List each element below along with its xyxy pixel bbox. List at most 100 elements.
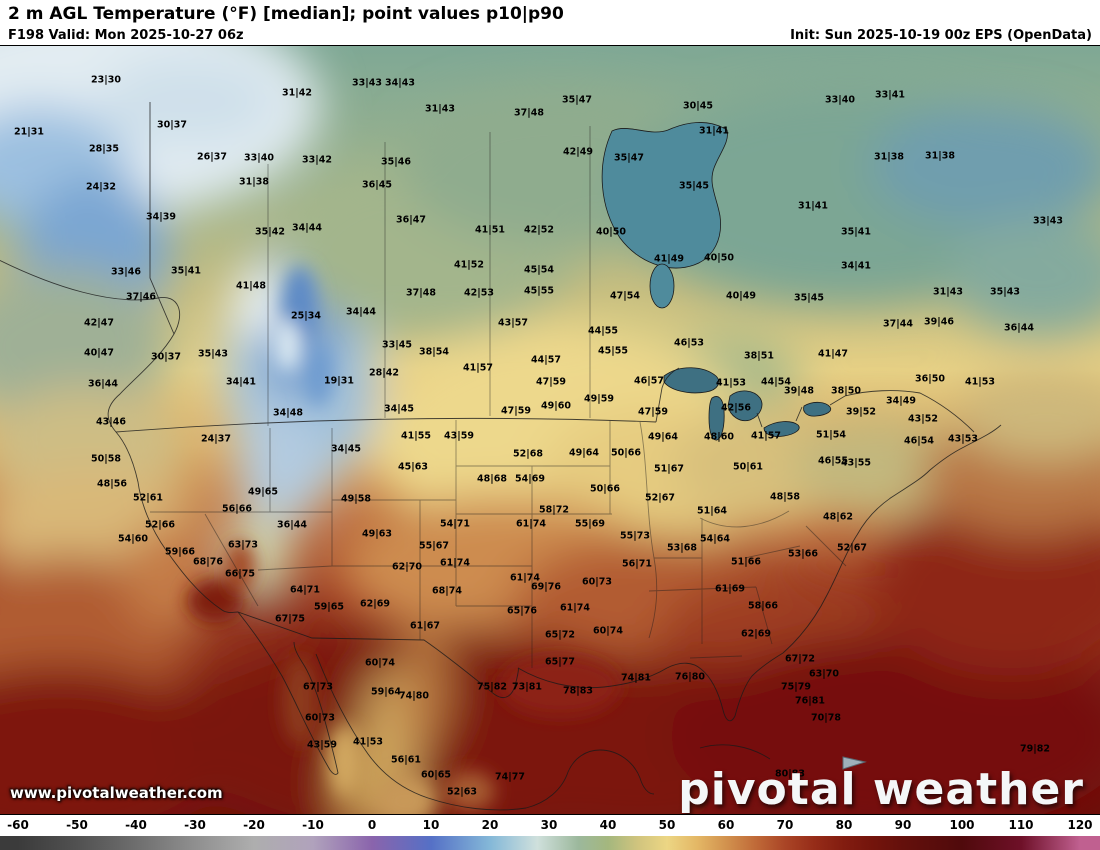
colorbar-tick-label: 30 — [540, 818, 558, 832]
point-value-label: 30|37 — [151, 351, 181, 363]
colorbar-tick-label: 60 — [717, 818, 735, 832]
point-value-label: 43|52 — [908, 413, 938, 425]
point-value-label: 69|76 — [531, 581, 561, 593]
point-value-label: 34|45 — [384, 403, 414, 415]
watermark-url: www.pivotalweather.com — [10, 784, 223, 802]
point-value-label: 28|35 — [89, 143, 119, 155]
point-value-label: 38|50 — [831, 385, 861, 397]
point-value-label: 35|43 — [990, 286, 1020, 298]
point-value-label: 78|83 — [563, 685, 593, 697]
point-value-label: 44|55 — [588, 325, 618, 337]
point-value-label: 41|57 — [463, 362, 493, 374]
point-value-label: 19|31 — [324, 375, 354, 387]
point-value-label: 60|73 — [305, 712, 335, 724]
valid-time-label: F198 Valid: Mon 2025-10-27 06z — [8, 28, 244, 43]
logo-text: pivotal weather — [678, 763, 1084, 815]
point-value-label: 61|74 — [510, 572, 540, 584]
point-value-label: 41|53 — [965, 376, 995, 388]
point-value-label: 49|64 — [648, 431, 678, 443]
colorbar-gradient — [0, 836, 1100, 850]
point-value-label: 41|47 — [818, 348, 848, 360]
water-bodies — [601, 122, 832, 441]
colorbar: -60 -50 -40 -30 -20 -10 0 10 20 30 40 50 60 70 80 90 100… — [0, 815, 1100, 850]
point-value-label: 36|47 — [396, 214, 426, 226]
colorbar-tick-label: 80 — [835, 818, 853, 832]
point-value-label: 42|49 — [563, 146, 593, 158]
point-value-label: 40|47 — [84, 347, 114, 359]
point-value-label: 50|66 — [590, 483, 620, 495]
point-value-label: 53|66 — [788, 548, 818, 560]
point-value-label: 41|55 — [401, 430, 431, 442]
point-value-label: 34|44 — [346, 306, 376, 318]
point-value-label: 65|76 — [507, 605, 537, 617]
gulf-coastline — [517, 652, 784, 722]
point-value-label: 34|41 — [226, 376, 256, 388]
point-value-label: 33|40 — [825, 94, 855, 106]
point-value-label: 43|46 — [96, 416, 126, 428]
point-value-label: 41|49 — [654, 253, 684, 265]
point-value-label: 39|48 — [784, 385, 814, 397]
point-value-label: 79|82 — [1020, 743, 1050, 755]
point-value-label: 80|83 — [775, 768, 805, 780]
point-value-label: 52|63 — [447, 786, 477, 798]
point-value-label: 35|45 — [679, 180, 709, 192]
point-value-label: 34|41 — [841, 260, 871, 272]
point-value-label: 36|44 — [277, 519, 307, 531]
point-value-label: 50|58 — [91, 453, 121, 465]
point-value-label: 33|46 — [111, 266, 141, 278]
temperature-map: 23|30 31|42 33|43 34|43 31|43 37|48 35|47 30|45… — [0, 45, 1100, 815]
point-value-label: 33|43 — [352, 77, 382, 89]
colorbar-tick-label: -20 — [243, 818, 265, 832]
point-value-label: 42|56 — [721, 402, 751, 414]
point-value-label: 76|81 — [795, 695, 825, 707]
pivotal-weather-logo: pivotal weather — [678, 755, 1084, 815]
yucatan-coastline — [525, 749, 655, 809]
point-value-label: 54|64 — [700, 533, 730, 545]
flag-icon — [842, 755, 868, 770]
point-value-label: 45|63 — [398, 461, 428, 473]
colorbar-tick-label: 40 — [599, 818, 617, 832]
colorbar-tick-label: 20 — [481, 818, 499, 832]
point-value-label: 50|66 — [611, 447, 641, 459]
point-value-label: 59|65 — [314, 601, 344, 613]
point-value-label: 61|67 — [410, 620, 440, 632]
point-value-label: 48|60 — [704, 431, 734, 443]
point-value-label: 33|40 — [244, 152, 274, 164]
point-value-label: 47|59 — [536, 376, 566, 388]
us-mexico-border — [237, 611, 519, 698]
colorbar-tick-label: -60 — [7, 818, 29, 832]
point-value-label: 37|44 — [883, 318, 913, 330]
point-value-label: 54|69 — [515, 473, 545, 485]
point-value-label: 52|68 — [513, 448, 543, 460]
us-canada-border — [115, 367, 846, 433]
point-value-label: 55|73 — [620, 530, 650, 542]
colorbar-tick-label: 70 — [776, 818, 794, 832]
state-borders — [150, 420, 847, 668]
colorbar-tick-label: 90 — [894, 818, 912, 832]
point-value-label: 50|61 — [733, 461, 763, 473]
lake-erie — [763, 421, 800, 437]
point-value-label: 43|59 — [307, 739, 337, 751]
point-value-label: 25|34 — [291, 310, 321, 322]
point-value-label: 60|74 — [365, 657, 395, 669]
page-title: 2 m AGL Temperature (°F) [median]; point… — [8, 4, 564, 24]
st-lawrence — [844, 390, 975, 433]
point-value-label: 28|42 — [369, 367, 399, 379]
point-value-label: 42|52 — [524, 224, 554, 236]
point-value-label: 63|70 — [809, 668, 839, 680]
point-value-label: 53|68 — [667, 542, 697, 554]
point-value-label: 52|67 — [837, 542, 867, 554]
point-label-layer: 23|30 31|42 33|43 34|43 31|43 37|48 35|47 30|45… — [0, 46, 1100, 814]
point-value-label: 24|37 — [201, 433, 231, 445]
point-value-label: 56|71 — [622, 558, 652, 570]
point-value-label: 35|45 — [794, 292, 824, 304]
point-value-label: 41|51 — [475, 224, 505, 236]
point-value-label: 56|66 — [222, 503, 252, 515]
lake-superior — [663, 367, 720, 394]
point-value-label: 60|74 — [593, 625, 623, 637]
point-value-label: 47|54 — [610, 290, 640, 302]
point-value-label: 35|42 — [255, 226, 285, 238]
point-value-label: 62|69 — [360, 598, 390, 610]
alaska-canada-border — [149, 102, 175, 335]
